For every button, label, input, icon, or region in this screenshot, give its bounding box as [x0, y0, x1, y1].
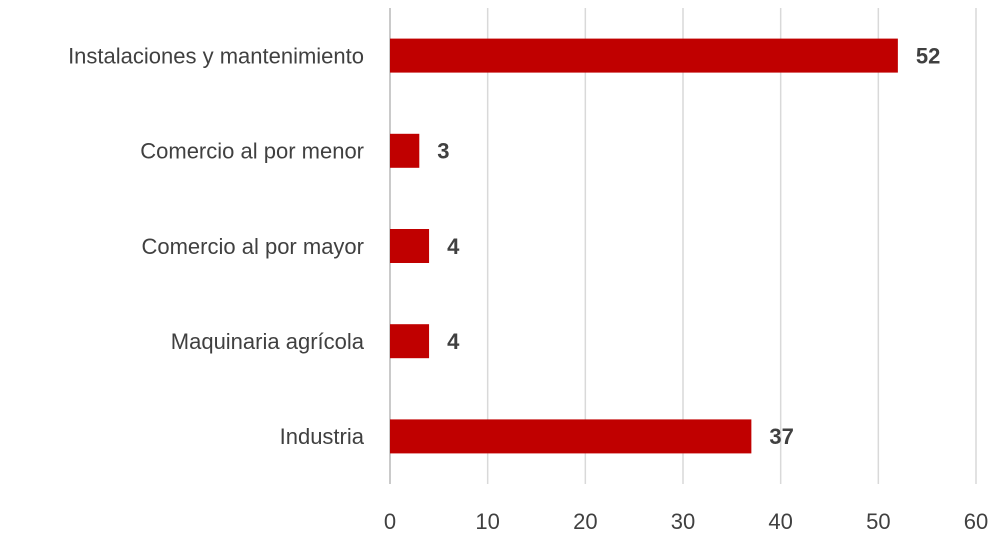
data-label: 4: [447, 329, 460, 354]
data-label: 3: [437, 139, 449, 164]
y-tick-label: Comercio al por mayor: [141, 234, 364, 259]
bar: [390, 38, 898, 73]
x-tick-label: 60: [964, 509, 988, 534]
bar: [390, 133, 420, 168]
x-tick-label: 50: [866, 509, 890, 534]
y-tick-label: Instalaciones y mantenimiento: [68, 43, 364, 68]
x-tick-label: 10: [475, 509, 499, 534]
y-tick-label: Industria: [280, 424, 365, 449]
data-label: 52: [916, 43, 940, 68]
bar: [390, 419, 752, 454]
x-tick-label: 20: [573, 509, 597, 534]
data-label: 4: [447, 234, 460, 259]
bar: [390, 229, 430, 263]
y-tick-label: Maquinaria agrícola: [171, 329, 365, 354]
data-label: 37: [769, 424, 793, 449]
x-tick-label: 30: [671, 509, 695, 534]
x-tick-label: 0: [384, 509, 396, 534]
bar: [390, 324, 430, 359]
y-tick-label: Comercio al por menor: [140, 139, 364, 164]
x-tick-label: 40: [768, 509, 792, 534]
